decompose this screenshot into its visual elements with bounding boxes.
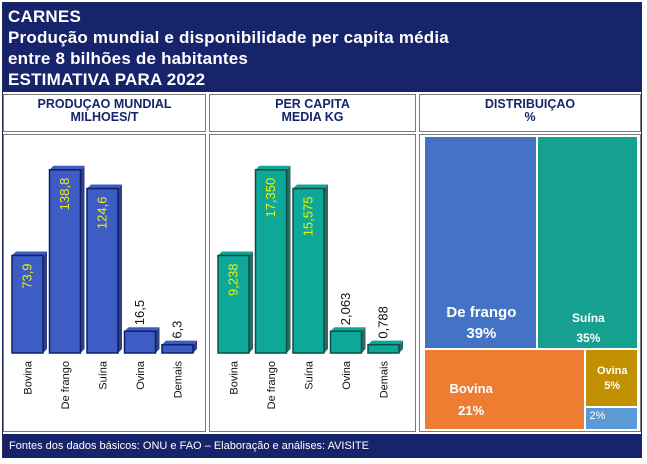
treemap-label-bovina: Bovina 21% [427, 378, 515, 422]
percapita-bar-side-suina [324, 184, 328, 353]
percapita-bar-chart: 9,238 Bovina 17,350 De frango 15,575 Suína 2,0… [217, 165, 403, 409]
treemap-percent-suina: 35% [576, 331, 601, 346]
percapita-bar-suina [292, 187, 325, 354]
production-category-label-demais: Demais [173, 361, 185, 399]
treemap-cell-ovina: Ovina 5% [584, 349, 640, 407]
percapita-header-line2: MEDIA KG [281, 110, 344, 124]
percapita-value-label-suina: 15,575 [301, 197, 316, 237]
treemap-category-de-frango: De frango [446, 304, 517, 322]
production-bar-top-ovina [124, 327, 160, 332]
title-line-4: ESTIMATIVA PARA 2022 [8, 70, 206, 89]
percapita-bar-side-de-frango [286, 165, 291, 353]
production-bar-chart: 73,9 Bovina 138,8 De frango 124,6 Suína 16,5 Ov… [11, 165, 197, 409]
production-bar-side-ovina [155, 327, 160, 353]
treemap-percent-de-frango: 39% [466, 325, 497, 343]
production-value-label-bovina: 73,9 [20, 263, 35, 288]
percapita-bar-ovina [329, 330, 363, 354]
production-header-line2: MILHOES/T [70, 110, 139, 124]
title-line-2: Produção mundial e disponibilidade per c… [8, 28, 449, 47]
treemap-percent-bovina: 21% [458, 403, 485, 419]
treemap-cell-bovina: Bovina 21% [424, 349, 585, 430]
production-panel-header: PRODUÇAO MUNDIAL MILHOES/T [3, 94, 206, 132]
percapita-bar-de-frango [254, 169, 288, 354]
percapita-value-label-ovina: 2,063 [338, 293, 353, 326]
percapita-bar-top-ovina [330, 327, 366, 332]
percapita-bar-side-demais [399, 340, 403, 353]
production-bar-side-bovina [43, 251, 47, 353]
production-bar-top-bovina [12, 251, 47, 256]
percapita-bar-top-bovina [218, 251, 253, 256]
distribution-treemap: De frango 39% Suína 35% Bovina 21% Ovina 5% 2% [424, 136, 638, 430]
treemap-percent-demais: 2% [589, 409, 606, 422]
production-chart-panel: 73,9 Bovina 138,8 De frango 124,6 Suína 16,5 Ov… [3, 134, 206, 432]
percapita-category-label-demais: Demais [379, 361, 391, 399]
production-bar-top-demais [162, 340, 197, 345]
percapita-bar-top-demais [368, 340, 403, 345]
production-bar-suina [86, 187, 119, 354]
production-bar-ovina [123, 330, 157, 354]
title-line-3: entre 8 bilhões de habitantes [8, 49, 249, 68]
percapita-category-label-suina: Suína [304, 360, 316, 390]
treemap-percent-ovina: 5% [604, 380, 621, 393]
treemap-label-suina: Suína 35% [540, 308, 637, 348]
production-category-label-ovina: Ovina [135, 360, 147, 390]
treemap-cell-suina: Suína 35% [536, 136, 638, 350]
production-bar-side-de-frango [80, 165, 85, 353]
production-value-label-ovina: 16,5 [132, 300, 147, 325]
production-bar-side-suina [118, 184, 122, 353]
percapita-category-label-bovina: Bovina [229, 360, 241, 395]
percapita-value-label-bovina: 9,238 [226, 263, 241, 296]
percapita-bar-side-ovina [361, 327, 366, 353]
production-value-label-demais: 6,3 [170, 321, 185, 339]
percapita-bar-bovina [217, 254, 250, 354]
percapita-chart-panel: 9,238 Bovina 17,350 De frango 15,575 Suína 2,0… [209, 134, 416, 432]
production-bar-bovina [11, 254, 44, 354]
distribution-header-line1: DISTRIBUIÇAO [484, 97, 576, 111]
treemap-category-suina: Suína [572, 311, 605, 326]
percapita-panel-header: PER CAPITA MEDIA KG [209, 94, 416, 132]
production-bar-de-frango [48, 169, 82, 354]
treemap-label-demais: 2% [590, 410, 606, 422]
percapita-bar-side-bovina [249, 251, 253, 353]
production-value-label-suina: 124,6 [95, 197, 110, 230]
treemap-category-ovina: Ovina [596, 365, 628, 378]
percapita-bar-demais [367, 343, 400, 354]
production-bar-demais [161, 343, 194, 354]
distribution-panel-header: DISTRIBUIÇAO % [419, 94, 641, 132]
percapita-category-label-ovina: Ovina [341, 360, 353, 390]
treemap-category-bovina: Bovina [449, 381, 493, 397]
production-bar-top-de-frango [49, 165, 85, 170]
footer-source: Fontes dos dados básicos: ONU e FAO – El… [3, 434, 641, 458]
treemap-cell-demais: 2% [584, 406, 638, 430]
treemap-label-ovina: Ovina 5% [586, 364, 640, 394]
production-bar-top-suina [87, 184, 122, 189]
percapita-bar-top-suina [293, 184, 328, 189]
production-category-label-suina: Suína [98, 360, 110, 390]
production-category-label-bovina: Bovina [23, 360, 35, 395]
title-line-1: CARNES [8, 7, 81, 26]
production-header-line1: PRODUÇAO MUNDIAL [37, 97, 172, 111]
distribution-header-line2: % [524, 110, 536, 124]
percapita-header-line1: PER CAPITA [275, 97, 350, 111]
title-banner: CARNES Produção mundial e disponibilidad… [3, 3, 641, 92]
treemap-cell-de-frango: De frango 39% [424, 136, 537, 350]
production-bar-side-demais [193, 340, 197, 353]
percapita-value-label-demais: 0,788 [376, 306, 391, 339]
production-category-label-de-frango: De frango [60, 361, 72, 409]
percapita-bar-top-de-frango [255, 165, 291, 170]
treemap-label-de-frango: De frango 39% [429, 302, 534, 344]
percapita-category-label-de-frango: De frango [266, 361, 278, 409]
production-value-label-de-frango: 138,8 [57, 178, 72, 211]
percapita-value-label-de-frango: 17,350 [263, 178, 278, 218]
